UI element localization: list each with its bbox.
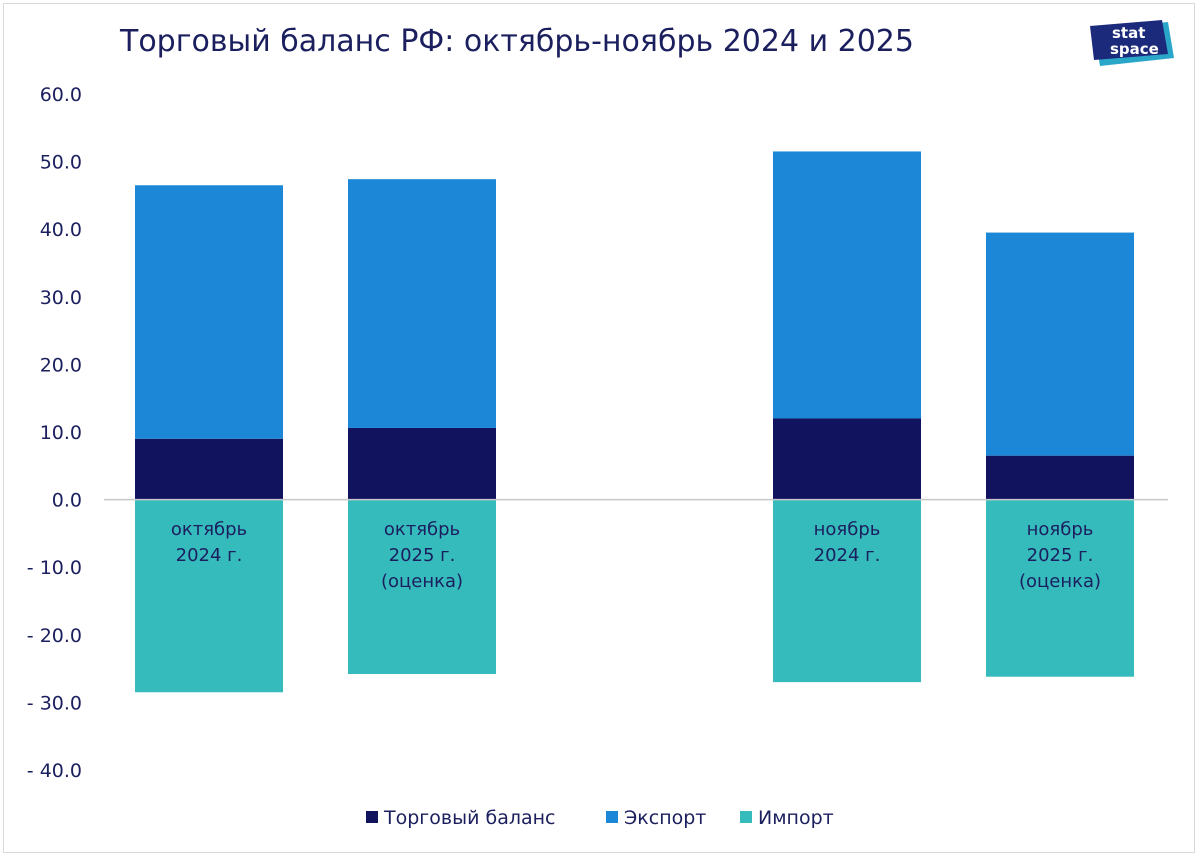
bar-import (135, 499, 283, 693)
category-label: (оценка) (1019, 571, 1101, 592)
bar-import (773, 499, 921, 683)
category-label: ноябрь (1027, 519, 1094, 540)
y-tick-label: 30.0 (40, 287, 82, 309)
y-tick-label: - 10.0 (27, 557, 82, 579)
legend: Торговый баланс Экспорт Импорт (366, 807, 834, 829)
legend-label: Экспорт (624, 807, 706, 829)
y-tick-label: - 20.0 (27, 625, 82, 647)
statspace-logo: stat space (1090, 20, 1174, 66)
category-label: (оценка) (381, 571, 463, 592)
bar-import (986, 499, 1134, 677)
bar-export (986, 232, 1134, 456)
legend-label: Торговый баланс (383, 807, 556, 829)
legend-swatch (366, 811, 378, 823)
category-labels: октябрь 2024 г. октябрь 2025 г. (оценка) нояб… (171, 519, 1101, 592)
bar-export (135, 185, 283, 439)
bar-trade-balance (135, 438, 283, 500)
bar-export (348, 179, 496, 428)
y-axis-ticks: 60.0 50.0 40.0 30.0 20.0 10.0 0.0 - 10.0 - 20.0 -… (27, 84, 82, 782)
y-tick-label: 50.0 (40, 152, 82, 174)
logo-text-stat: stat (1112, 24, 1145, 42)
category-label: 2025 г. (1027, 545, 1094, 566)
category-label: ноябрь (814, 519, 881, 540)
logo-text-space: space (1110, 40, 1159, 58)
y-tick-label: 0.0 (52, 490, 82, 512)
category-label: 2024 г. (814, 545, 881, 566)
legend-label: Импорт (758, 807, 834, 829)
bar-trade-balance (348, 427, 496, 500)
bar-trade-balance (986, 455, 1134, 500)
y-tick-label: - 30.0 (27, 692, 82, 714)
bars (135, 151, 1134, 693)
category-label: 2025 г. (389, 545, 456, 566)
legend-swatch (606, 811, 618, 823)
y-tick-label: 20.0 (40, 354, 82, 376)
bar-trade-balance (773, 418, 921, 500)
category-label: октябрь (384, 519, 460, 540)
bar-import (348, 499, 496, 675)
chart-frame (3, 3, 1195, 853)
y-tick-label: 60.0 (40, 84, 82, 106)
y-tick-label: 40.0 (40, 219, 82, 241)
y-tick-label: 10.0 (40, 422, 82, 444)
logo-front-shape (1090, 20, 1168, 60)
bar-export (773, 151, 921, 419)
chart-title: Торговый баланс РФ: октябрь-ноябрь 2024 … (120, 24, 914, 59)
category-label: октябрь (171, 519, 247, 540)
legend-swatch (740, 811, 752, 823)
y-tick-label: - 40.0 (27, 760, 82, 782)
category-label: 2024 г. (176, 545, 243, 566)
